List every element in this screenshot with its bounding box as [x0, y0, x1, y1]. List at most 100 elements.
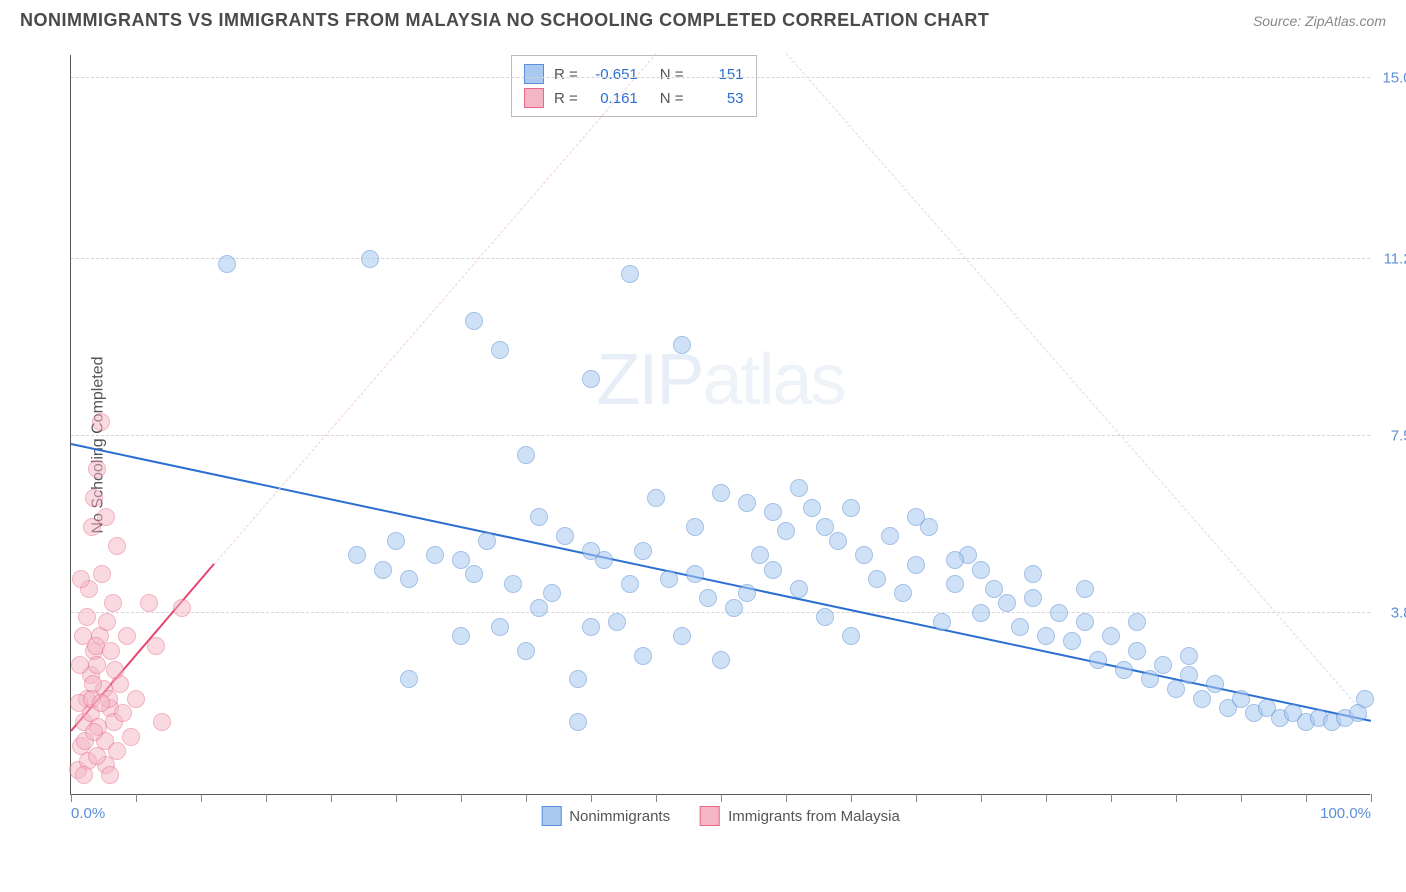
data-point: [530, 508, 548, 526]
data-point: [868, 570, 886, 588]
n-value: 151: [694, 66, 744, 83]
data-point: [218, 255, 236, 273]
chart-container: No Schooling Completed ZIPatlas R =-0.65…: [20, 45, 1386, 845]
data-point: [621, 265, 639, 283]
x-tick: [591, 794, 592, 802]
data-point: [1024, 589, 1042, 607]
data-point: [1167, 680, 1185, 698]
data-point: [699, 589, 717, 607]
data-point: [738, 584, 756, 602]
data-point: [97, 508, 115, 526]
data-point: [387, 532, 405, 550]
data-point: [478, 532, 496, 550]
gridline: [71, 258, 1370, 259]
data-point: [829, 532, 847, 550]
data-point: [71, 656, 89, 674]
legend-swatch: [524, 88, 544, 108]
legend-item: Immigrants from Malaysia: [700, 806, 900, 826]
legend-item: Nonimmigrants: [541, 806, 670, 826]
data-point: [1063, 632, 1081, 650]
n-value: 53: [694, 90, 744, 107]
x-tick: [1306, 794, 1307, 802]
x-tick: [396, 794, 397, 802]
data-point: [78, 608, 96, 626]
watermark: ZIPatlas: [596, 339, 844, 421]
x-tick: [136, 794, 137, 802]
data-point: [147, 637, 165, 655]
x-tick: [721, 794, 722, 802]
data-point: [93, 565, 111, 583]
data-point: [118, 627, 136, 645]
data-point: [816, 608, 834, 626]
data-point: [777, 522, 795, 540]
data-point: [790, 479, 808, 497]
data-point: [660, 570, 678, 588]
data-point: [634, 647, 652, 665]
x-tick: [1371, 794, 1372, 802]
data-point: [972, 561, 990, 579]
data-point: [1050, 604, 1068, 622]
data-point: [608, 613, 626, 631]
data-point: [1206, 675, 1224, 693]
legend-swatch: [524, 64, 544, 84]
data-point: [764, 561, 782, 579]
data-point: [803, 499, 821, 517]
x-tick: [786, 794, 787, 802]
data-point: [98, 613, 116, 631]
n-label: N =: [660, 90, 684, 107]
y-tick-label: 11.2%: [1384, 251, 1406, 268]
data-point: [108, 537, 126, 555]
x-tick: [656, 794, 657, 802]
data-point: [400, 670, 418, 688]
x-tick: [331, 794, 332, 802]
data-point: [855, 546, 873, 564]
gridline: [71, 612, 1370, 613]
data-point: [102, 642, 120, 660]
watermark-thin: atlas: [702, 340, 844, 420]
chart-header: NONIMMIGRANTS VS IMMIGRANTS FROM MALAYSI…: [0, 0, 1406, 36]
data-point: [790, 580, 808, 598]
data-point: [348, 546, 366, 564]
x-tick: [981, 794, 982, 802]
data-point: [881, 527, 899, 545]
data-point: [998, 594, 1016, 612]
data-point: [426, 546, 444, 564]
gridline: [71, 435, 1370, 436]
y-tick-label: 3.8%: [1391, 604, 1406, 621]
data-point: [1193, 690, 1211, 708]
data-point: [465, 565, 483, 583]
data-point: [88, 460, 106, 478]
x-tick: [71, 794, 72, 802]
data-point: [712, 484, 730, 502]
data-point: [764, 503, 782, 521]
data-point: [1141, 670, 1159, 688]
x-tick: [201, 794, 202, 802]
data-point: [582, 618, 600, 636]
data-point: [1076, 580, 1094, 598]
x-tick: [526, 794, 527, 802]
data-point: [569, 670, 587, 688]
chart-title: NONIMMIGRANTS VS IMMIGRANTS FROM MALAYSI…: [20, 10, 989, 31]
data-point: [907, 556, 925, 574]
data-point: [88, 747, 106, 765]
data-point: [1128, 642, 1146, 660]
data-point: [504, 575, 522, 593]
data-point: [1024, 565, 1042, 583]
data-point: [452, 551, 470, 569]
y-tick-label: 7.5%: [1391, 427, 1406, 444]
data-point: [452, 627, 470, 645]
stats-row: R =0.161N =53: [524, 86, 744, 110]
data-point: [491, 618, 509, 636]
x-tick: [1241, 794, 1242, 802]
data-point: [673, 627, 691, 645]
data-point: [517, 642, 535, 660]
data-point: [1076, 613, 1094, 631]
data-point: [106, 661, 124, 679]
data-point: [1128, 613, 1146, 631]
data-point: [712, 651, 730, 669]
data-point: [634, 542, 652, 560]
data-point: [673, 336, 691, 354]
data-point: [173, 599, 191, 617]
legend-swatch: [541, 806, 561, 826]
x-tick: [1046, 794, 1047, 802]
